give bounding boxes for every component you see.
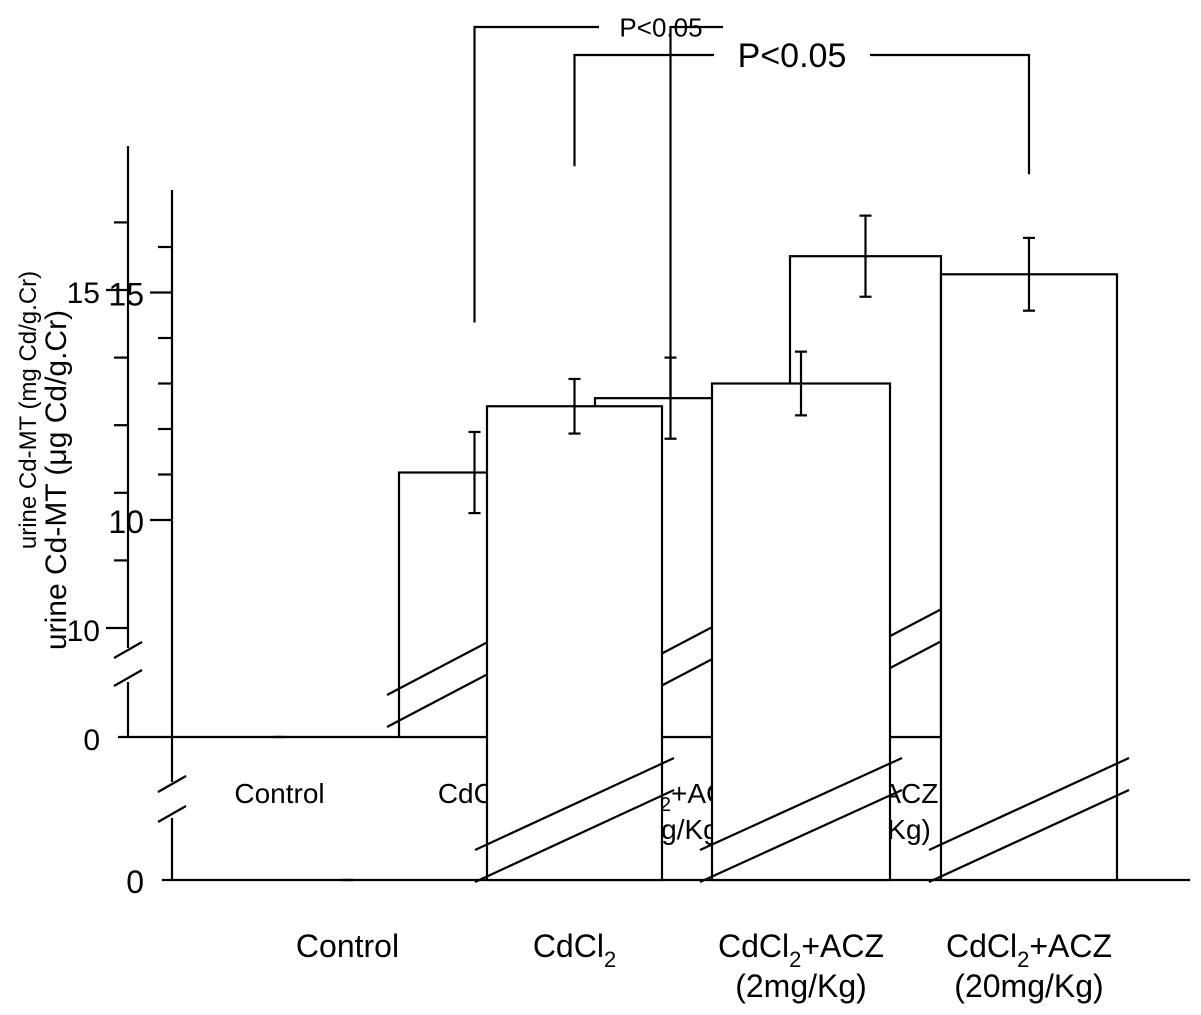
- x-tick-label: CdCl2+ACZ: [718, 928, 884, 972]
- bracket-line: [669, 25, 723, 399]
- significance-label: P<0.05: [619, 12, 702, 42]
- axis-break-mark: [157, 775, 187, 793]
- x-tick-label: CdCl2: [533, 928, 616, 972]
- bar-break-mark: [699, 788, 903, 884]
- y-axis-label: urine Cd-MT (mg Cd/g.Cr): [15, 271, 42, 549]
- significance-label: P<0.05: [738, 37, 847, 75]
- bar-break-mark: [474, 789, 675, 883]
- y-tick-label: 10: [108, 504, 144, 540]
- y-tick-label: 15: [67, 277, 100, 310]
- bar-break-mark: [928, 789, 1130, 883]
- axis-break-mark: [157, 805, 187, 823]
- bar-break-mark: [928, 757, 1130, 851]
- x-tick-label: (20mg/Kg): [954, 968, 1103, 1004]
- x-tick-label: Control: [234, 778, 324, 809]
- bracket-line: [870, 53, 1031, 175]
- bar: [710, 382, 892, 882]
- y-tick-label: 10: [67, 615, 100, 648]
- x-tick-label: CdCl2+ACZ: [946, 928, 1112, 972]
- axis-break-mark: [113, 641, 143, 659]
- axis-break-mark: [113, 669, 143, 687]
- x-tick-label: Control: [296, 928, 399, 964]
- y-tick-label: 0: [83, 724, 100, 757]
- y-tick-label: 0: [126, 864, 144, 900]
- bar-break-mark: [699, 756, 903, 852]
- bracket-line: [473, 25, 599, 323]
- y-tick-label: 15: [108, 277, 144, 313]
- bracket-line: [573, 53, 714, 167]
- bar-break-mark: [474, 757, 675, 851]
- y-axis-label: urine Cd-MT (μg Cd/g.Cr): [40, 310, 73, 650]
- bar: [939, 273, 1119, 882]
- x-tick-label: (2mg/Kg): [735, 968, 867, 1004]
- bar: [485, 405, 664, 882]
